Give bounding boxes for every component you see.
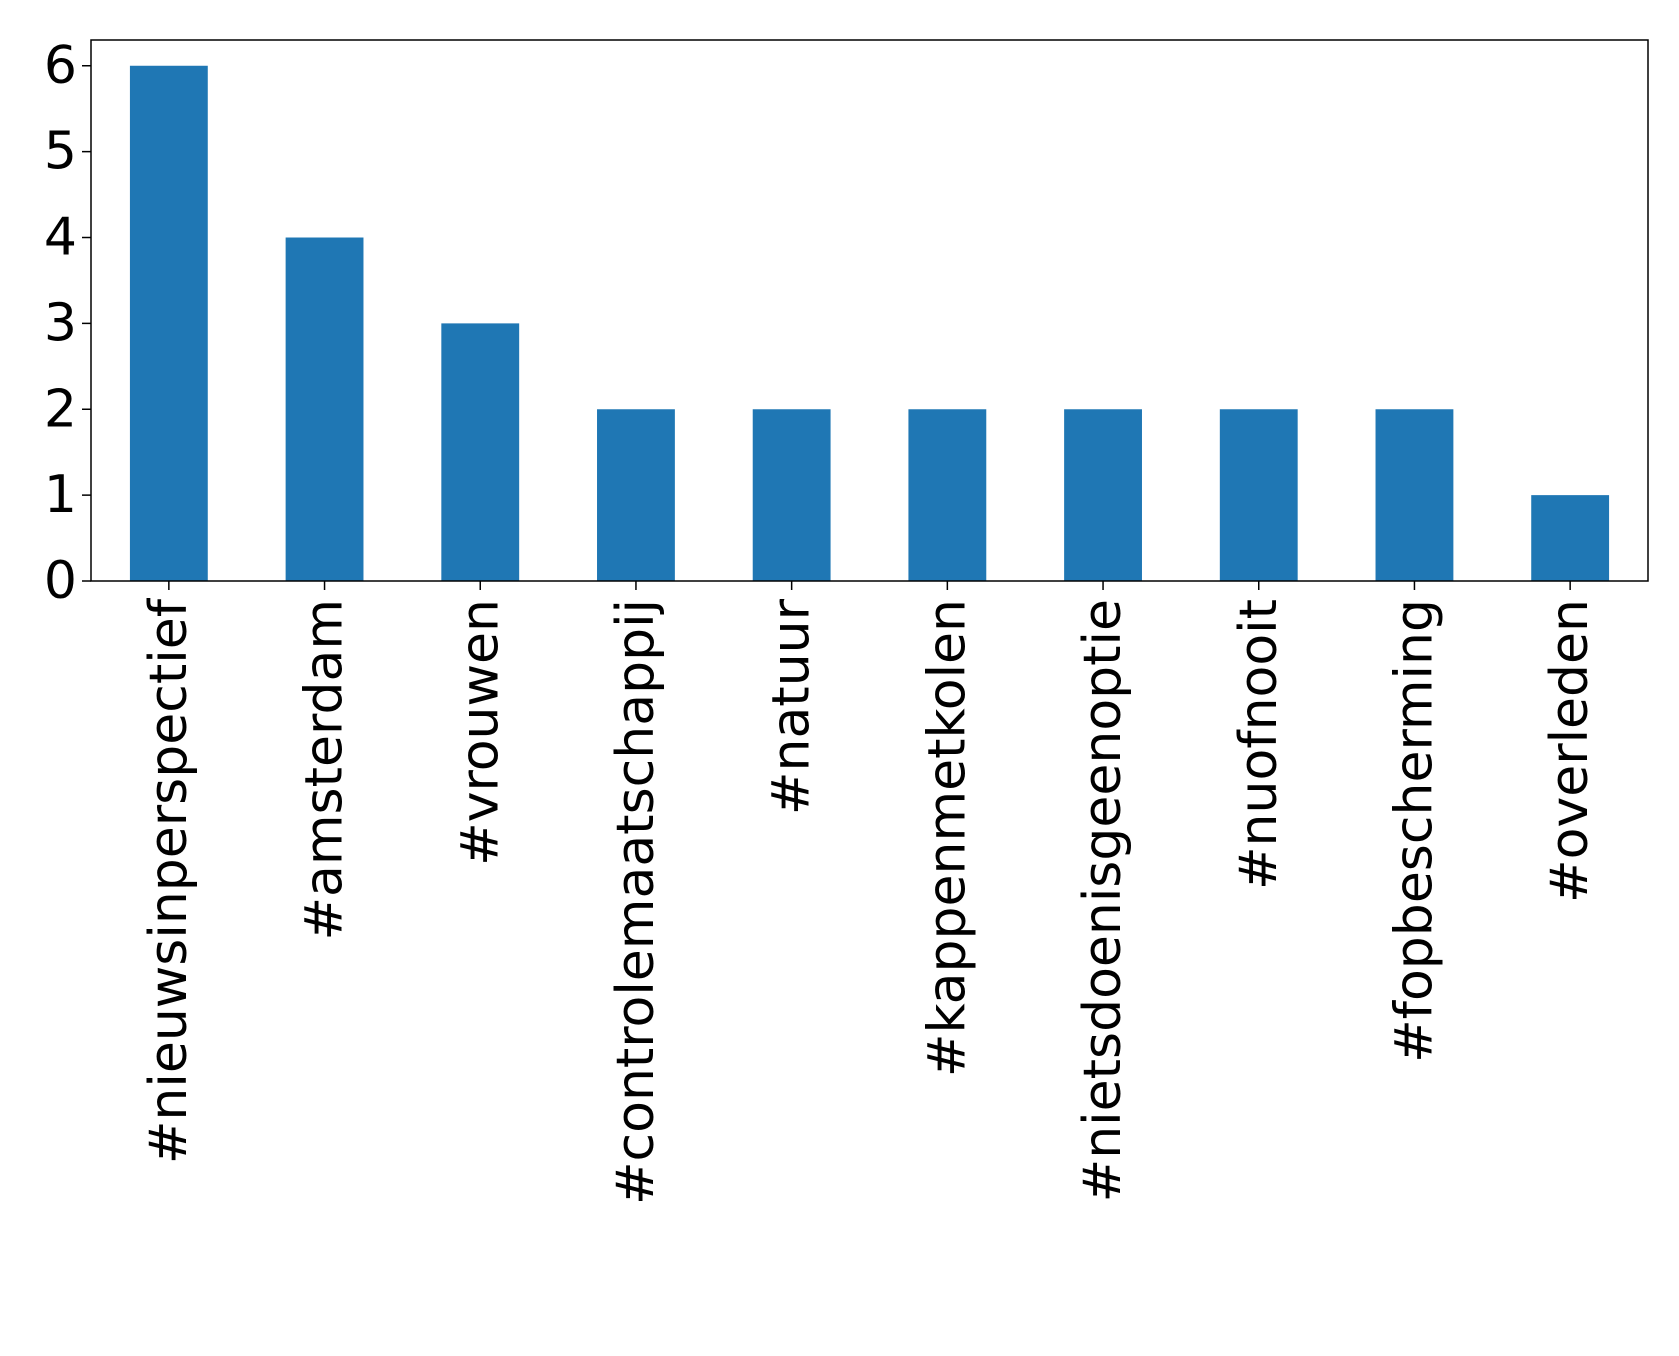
x-tick-label: #controlemaatschappij xyxy=(606,599,666,1205)
bar xyxy=(441,323,520,581)
y-tick-label: 6 xyxy=(44,36,77,96)
bar xyxy=(908,409,987,581)
bar xyxy=(285,237,364,581)
bar xyxy=(597,409,675,581)
y-tick-label: 2 xyxy=(44,379,77,439)
x-tick-label: #nieuwsinperspectief xyxy=(139,597,199,1164)
bar xyxy=(1375,409,1454,581)
bar xyxy=(1064,409,1142,581)
plot-frame xyxy=(90,39,1649,582)
bar xyxy=(129,65,208,581)
x-tick-label: #nuofnooit xyxy=(1229,599,1289,890)
y-tick-label: 1 xyxy=(44,465,77,525)
x-tick-label: #natuur xyxy=(762,598,822,815)
y-tick-label: 5 xyxy=(44,122,77,182)
bar xyxy=(752,409,831,581)
x-tick-label: #kappenmetkolen xyxy=(917,599,977,1077)
x-tick-label: #amsterdam xyxy=(295,599,355,941)
x-tick-label: #fopbescherming xyxy=(1384,599,1444,1063)
y-tick-label: 3 xyxy=(44,293,77,353)
x-tick-label: #vrouwen xyxy=(450,599,510,866)
y-tick-label: 0 xyxy=(44,551,77,611)
bar xyxy=(1531,495,1610,581)
y-tick-label: 4 xyxy=(44,208,77,268)
x-tick-label: #overleden xyxy=(1540,599,1600,903)
x-tick-label: #nietsdoenisgeenoptie xyxy=(1073,599,1133,1202)
bar xyxy=(1219,409,1298,581)
